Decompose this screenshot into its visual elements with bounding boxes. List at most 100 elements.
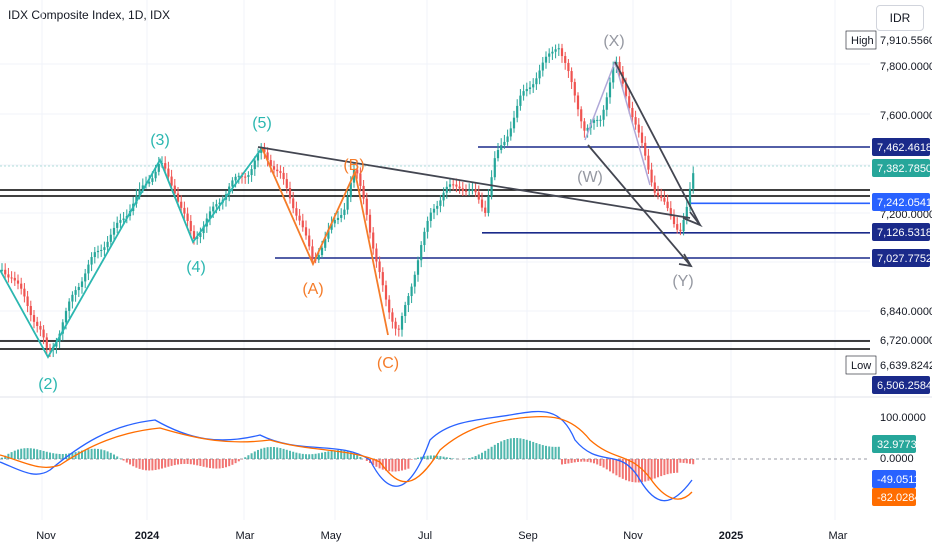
candle <box>39 325 42 330</box>
candle <box>20 283 23 289</box>
candle <box>688 188 692 207</box>
macd-histogram-bar <box>586 459 589 462</box>
macd-histogram-bar <box>637 459 640 483</box>
macd-histogram-bar <box>525 439 528 459</box>
macd-histogram-bar <box>663 459 666 476</box>
wave-label-correction: (C) <box>377 355 399 372</box>
macd-histogram-bar <box>157 459 160 470</box>
candle <box>580 109 583 122</box>
candle <box>122 218 125 221</box>
candle <box>576 95 580 110</box>
macd-histogram-bar <box>215 459 218 469</box>
macd-histogram-bar <box>189 459 192 465</box>
candle <box>564 56 567 63</box>
price-badge <box>872 249 930 267</box>
macd-histogram-bar <box>583 459 586 462</box>
candle <box>109 234 112 242</box>
macd-histogram-bar <box>266 447 269 459</box>
high-value: 7,910.5560 <box>880 35 932 47</box>
macd-histogram-bar <box>564 459 567 465</box>
macd-histogram-bar <box>61 453 64 459</box>
macd-histogram-bar <box>90 448 93 459</box>
macd-histogram-bar <box>180 459 183 465</box>
candle <box>0 269 4 271</box>
macd-histogram-bar <box>244 457 247 459</box>
macd-histogram-bar <box>321 452 323 459</box>
price-tick-label: 7,200.0000 <box>880 209 932 221</box>
macd-histogram-bar <box>346 451 349 459</box>
currency-selector[interactable]: IDR <box>876 5 924 31</box>
candle <box>199 233 202 237</box>
candle <box>448 184 452 187</box>
candle <box>554 49 557 52</box>
macd-histogram-bar <box>65 453 67 459</box>
candle <box>404 305 407 317</box>
time-tick-label: 2025 <box>719 530 743 542</box>
macd-histogram-bar <box>513 437 515 459</box>
candle <box>173 185 176 194</box>
candle <box>77 286 80 291</box>
candle <box>640 132 644 143</box>
macd-histogram-bar <box>273 447 275 459</box>
macd-histogram-bar <box>253 451 256 459</box>
macd-histogram-bar <box>593 459 595 464</box>
macd-histogram-bar <box>509 438 512 459</box>
macd-histogram-bar <box>439 456 442 459</box>
candle <box>320 247 324 256</box>
macd-histogram-bar <box>289 450 291 459</box>
price-tick-label: 6,720.0000 <box>880 335 932 347</box>
wxy-wave-line <box>584 59 651 186</box>
macd-histogram-bar <box>337 450 339 459</box>
candle <box>263 147 266 153</box>
candle <box>301 220 304 228</box>
macd-histogram-bar <box>650 459 653 480</box>
macd-histogram-bar <box>164 459 167 468</box>
candle <box>388 299 391 313</box>
macd-histogram-bar <box>679 459 682 463</box>
candle <box>256 152 260 161</box>
macd-histogram-bar <box>621 459 624 479</box>
macd-histogram-bar <box>49 452 51 459</box>
candle <box>429 212 432 221</box>
candle <box>455 184 458 187</box>
candle <box>183 207 186 214</box>
macd-histogram-bar <box>628 459 631 482</box>
macd-line <box>0 410 693 502</box>
macd-histogram-bar <box>666 459 669 475</box>
candle <box>176 193 180 202</box>
candle <box>157 163 160 172</box>
macd-histogram-bar <box>391 459 394 472</box>
high-tag <box>845 30 877 50</box>
candle <box>420 245 423 261</box>
macd-histogram-bar <box>196 459 199 466</box>
candle <box>544 56 548 63</box>
candle <box>573 82 576 96</box>
macd-histogram-bar <box>493 444 496 459</box>
time-tick-label: Nov <box>36 530 56 542</box>
candle <box>80 281 84 287</box>
macd-histogram-bar <box>193 459 195 465</box>
macd-histogram-bar <box>653 459 656 479</box>
candle <box>669 208 672 217</box>
macd-histogram-bar <box>567 459 570 464</box>
price-badge <box>872 376 930 394</box>
macd-histogram-bar <box>365 459 368 461</box>
candle <box>647 155 650 170</box>
candle <box>282 172 285 180</box>
candle <box>266 152 269 161</box>
macd-histogram-bar <box>116 456 119 459</box>
macd-badge <box>872 470 916 488</box>
macd-histogram-bar <box>353 453 355 459</box>
signal-badge <box>872 488 916 506</box>
macd-histogram-bar <box>285 449 288 459</box>
price-tick-label: 7,800.0000 <box>880 61 932 73</box>
candle <box>384 285 388 300</box>
candle <box>237 175 240 177</box>
time-tick-label: 2024 <box>135 530 160 542</box>
macd-histogram-bar <box>615 459 618 476</box>
price-badge-label: 6,506.2584 <box>877 380 932 392</box>
candle <box>84 273 87 282</box>
macd-histogram-bar <box>660 459 663 477</box>
macd-histogram-bar <box>247 455 250 459</box>
